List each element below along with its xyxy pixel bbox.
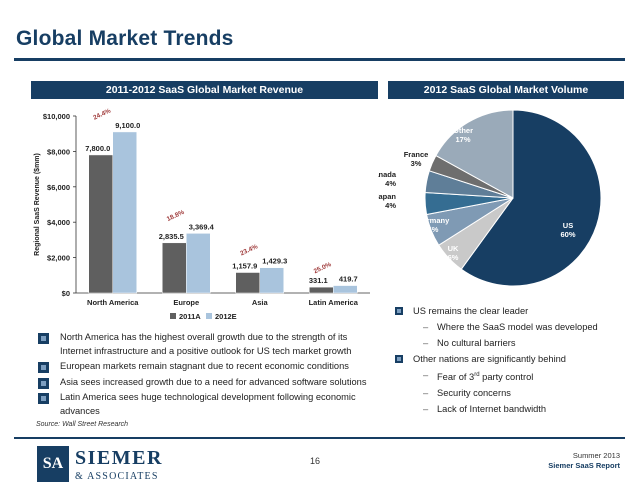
sub-bullet-item: Lack of Internet bandwidth [413, 403, 630, 416]
logo-mark-icon: SA [37, 446, 69, 482]
y-tick-label: $8,000 [47, 147, 70, 156]
pie-label-value: 6% [448, 253, 459, 262]
revenue-bar-chart: $0 $2,000 $4,000 $6,000 $8,000 $10,000 Regiona… [34, 107, 370, 321]
sub-bullet-item: No cultural barriers [413, 337, 630, 350]
pie-label-name: France [404, 150, 429, 159]
bullet-icon [38, 362, 49, 373]
bar-2011a [88, 154, 113, 294]
slide-title: Global Market Trends [16, 27, 234, 50]
bullet-icon [38, 377, 49, 389]
volume-bullet-list: US remains the clear leader Where the Sa… [395, 305, 630, 419]
pie-label-value: 6% [428, 225, 439, 234]
pie-slice-other [435, 109, 514, 199]
pie-label-name: UK [448, 244, 459, 253]
bullet-icon [38, 393, 49, 404]
sub-bullet-item: Fear of 3rd party control [413, 369, 630, 384]
data-label: 2,835.5 [159, 232, 184, 241]
data-label: 419.7 [339, 275, 358, 284]
page-number: 16 [310, 456, 321, 466]
pie-label-name: Canada [378, 170, 397, 179]
y-tick-label: $6,000 [47, 183, 70, 192]
bar-2011a [309, 286, 334, 294]
legend-swatch [170, 313, 176, 319]
bar-2012e [186, 233, 211, 294]
data-label: 1,157.9 [232, 262, 257, 271]
pie-label-name: US [563, 221, 573, 230]
growth-label: 25.0% [313, 261, 333, 275]
sub-bullet-item: Security concerns [413, 387, 630, 400]
pie-label-name: Germany [417, 216, 450, 225]
footer-report-name: Siemer SaaS Report [548, 461, 620, 470]
bar-2012e [259, 267, 284, 294]
data-label: 331.1 [309, 276, 328, 285]
pie-label-value: 4% [385, 179, 396, 188]
growth-label: 23.4% [239, 243, 259, 257]
pie-label-value: 60% [560, 230, 575, 239]
y-tick-label: $4,000 [47, 218, 70, 227]
bullet-icon [38, 333, 49, 344]
x-tick-label: North America [87, 298, 139, 307]
y-axis-label: Regional SaaS Revenue ($mm) [34, 153, 41, 256]
legend-label: 2012E [215, 312, 237, 321]
data-label: 7,800.0 [85, 144, 110, 153]
title-divider [14, 58, 625, 61]
pie-label-value: 4% [385, 201, 396, 210]
growth-label: 18.8% [166, 209, 186, 223]
legend-swatch [206, 313, 212, 319]
bullet-item: US remains the clear leader Where the Sa… [395, 305, 630, 350]
bar-2012e [112, 131, 137, 294]
pie-slice-us [460, 109, 602, 287]
bar-2012e [333, 285, 358, 294]
footer-divider [14, 437, 625, 439]
y-tick-label: $0 [62, 289, 70, 298]
bullet-item: Other nations are significantly behind F… [395, 353, 630, 416]
y-tick-label: $2,000 [47, 254, 70, 263]
company-logo: SA SIEMER & ASSOCIATES [37, 446, 207, 486]
x-tick-label: Latin America [309, 298, 359, 307]
data-label: 3,369.4 [189, 222, 215, 231]
footer-info: Summer 2013 Siemer SaaS Report [548, 451, 620, 471]
data-label: 9,100.0 [115, 121, 140, 130]
legend-label: 2011A [179, 312, 201, 321]
pie-label-name: Japan [378, 192, 396, 201]
bullet-icon [395, 355, 403, 363]
bullet-item: Latin America sees huge technological de… [38, 391, 378, 418]
logo-name: SIEMER [75, 447, 163, 469]
growth-label: 24.4% [92, 107, 112, 121]
sub-bullet-item: Where the SaaS model was developed [413, 321, 630, 334]
pie-label-value: 17% [455, 135, 470, 144]
bullet-icon [395, 307, 403, 315]
source-note: Source: Wall Street Research [36, 421, 129, 428]
bar-2011a [162, 242, 187, 294]
y-tick-label: $10,000 [43, 112, 70, 121]
data-label: 1,429.3 [262, 257, 287, 266]
revenue-panel-header: 2011-2012 SaaS Global Market Revenue [31, 81, 378, 99]
volume-panel-header: 2012 SaaS Global Market Volume [388, 81, 624, 99]
logo-subtitle: & ASSOCIATES [75, 471, 159, 482]
bullet-item: Asia sees increased growth due to a need… [38, 376, 378, 390]
pie-label-name: Other [453, 126, 473, 135]
bar-2011a [235, 272, 260, 294]
revenue-bullet-list: North America has the highest overall gr… [38, 331, 378, 420]
volume-pie-chart: US60%UK6%Germany6%Japan4%Canada4%France3… [378, 109, 602, 287]
x-tick-label: Asia [252, 298, 269, 307]
pie-label-value: 3% [411, 159, 422, 168]
bullet-item: North America has the highest overall gr… [38, 331, 378, 358]
bullet-item: European markets remain stagnant due to … [38, 360, 378, 374]
x-tick-label: Europe [173, 298, 199, 307]
footer-date: Summer 2013 [572, 451, 620, 460]
